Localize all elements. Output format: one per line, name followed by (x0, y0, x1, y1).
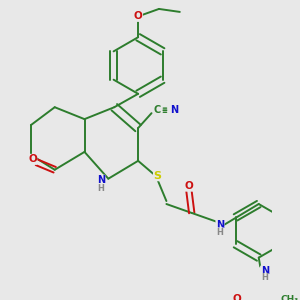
Text: C: C (154, 105, 161, 115)
Text: N: N (261, 266, 269, 276)
Text: H: H (261, 273, 268, 282)
Text: O: O (134, 11, 142, 21)
Text: H: H (217, 228, 224, 237)
Text: N: N (170, 105, 178, 115)
Text: N: N (97, 175, 105, 185)
Text: N: N (216, 220, 224, 230)
Text: S: S (154, 171, 161, 181)
Text: O: O (184, 181, 193, 191)
Text: CH₃: CH₃ (281, 295, 299, 300)
Text: H: H (98, 184, 104, 193)
Text: O: O (28, 154, 37, 164)
Text: O: O (232, 294, 241, 300)
